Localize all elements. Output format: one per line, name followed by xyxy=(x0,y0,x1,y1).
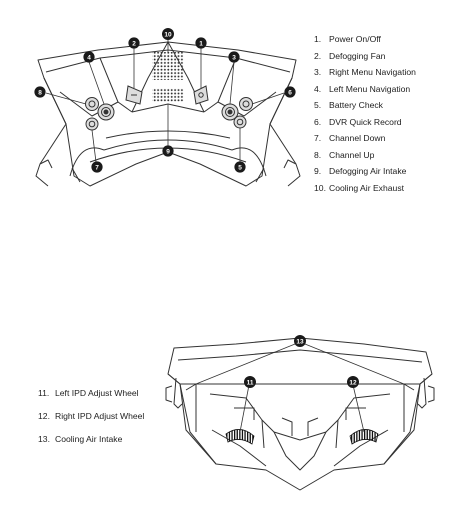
legend-label: Battery Check xyxy=(329,100,383,110)
defogging-intake-vent xyxy=(152,88,184,102)
legend-item: 11. Left IPD Adjust Wheel xyxy=(38,382,144,405)
callout-badge-10: 10 xyxy=(162,28,174,40)
top-buttons xyxy=(85,85,253,131)
svg-text:2: 2 xyxy=(132,40,136,47)
goggles-bottom-view xyxy=(165,337,435,491)
legend-label: Right Menu Navigation xyxy=(329,67,416,77)
left-ipd-wheel[interactable] xyxy=(225,429,255,445)
legend-item: 12. Right IPD Adjust Wheel xyxy=(38,405,144,428)
legend-item: 4. Left Menu Navigation xyxy=(314,81,416,98)
callout-badge-6: 6 xyxy=(284,86,296,98)
left-navigation-joystick[interactable] xyxy=(97,103,115,121)
svg-text:3: 3 xyxy=(232,54,236,61)
legend-label: DVR Quick Record xyxy=(329,116,402,127)
legend-number: 5. xyxy=(314,100,322,110)
svg-text:9: 9 xyxy=(166,148,170,155)
top-leader-lines xyxy=(45,40,285,163)
legend-number: 3. xyxy=(314,67,322,77)
callout-badge-7: 7 xyxy=(91,161,103,173)
legend-label: Channel Up xyxy=(329,149,375,160)
legend-item: 9. Defogging Air Intake xyxy=(314,163,416,180)
svg-text:5: 5 xyxy=(238,164,242,171)
legend-number: 4. xyxy=(314,83,322,94)
svg-text:8: 8 xyxy=(38,89,42,96)
legend-number: 8. xyxy=(314,149,322,160)
legend-number: 10. xyxy=(314,182,326,193)
power-button[interactable] xyxy=(193,85,209,105)
legend-label: Channel Down xyxy=(329,133,386,143)
cooling-exhaust-vent xyxy=(152,52,184,80)
callout-badge-13: 13 xyxy=(294,335,306,347)
legend-item: 8. Channel Up xyxy=(314,147,416,164)
legend-number: 7. xyxy=(314,133,322,143)
legend-item: 1. Power On/Off xyxy=(314,31,416,48)
svg-text:10: 10 xyxy=(164,31,172,38)
dvr-record-button[interactable] xyxy=(239,97,253,111)
legend-label: Cooling Air Intake xyxy=(55,434,123,444)
bottom-leader-lines xyxy=(195,341,405,433)
legend-number: 12. xyxy=(38,411,50,421)
svg-text:4: 4 xyxy=(87,54,91,61)
callout-badges: 10 1 2 4 3 8 6 9 7 5 13 11 12 xyxy=(34,28,359,388)
legend-number: 11. xyxy=(38,388,50,398)
callout-badge-3: 3 xyxy=(228,51,240,63)
legend-label: Power On/Off xyxy=(329,34,381,44)
callout-badge-1: 1 xyxy=(195,37,207,49)
legend-number: 13. xyxy=(38,434,50,444)
legend-label: Left Menu Navigation xyxy=(329,83,411,94)
legend-item: 3. Right Menu Navigation xyxy=(314,64,416,81)
callout-badge-11: 11 xyxy=(244,376,256,388)
channel-down-button[interactable] xyxy=(85,117,99,131)
callout-badge-5: 5 xyxy=(234,161,246,173)
legend-item: 10. Cooling Air Exhaust xyxy=(314,180,416,197)
legend-number: 9. xyxy=(314,166,322,176)
bottom-legend: 11. Left IPD Adjust Wheel 12. Right IPD Ad… xyxy=(38,382,144,451)
svg-text:13: 13 xyxy=(296,338,304,345)
legend-item: 5. Battery Check xyxy=(314,97,416,114)
callout-badge-4: 4 xyxy=(83,51,95,63)
right-ipd-wheel[interactable] xyxy=(349,429,379,445)
callout-badge-2: 2 xyxy=(128,37,140,49)
svg-text:12: 12 xyxy=(349,379,357,386)
legend-label: Right IPD Adjust Wheel xyxy=(55,411,145,421)
legend-item: 13. Cooling Air Intake xyxy=(38,428,144,451)
top-legend: 1. Power On/Off 2. Defogging Fan 3. Right M… xyxy=(314,31,416,196)
svg-text:6: 6 xyxy=(288,89,292,96)
callout-badge-8: 8 xyxy=(34,86,46,98)
legend-number: 2. xyxy=(314,50,322,61)
bottom-body-outline xyxy=(167,337,433,491)
channel-up-button[interactable] xyxy=(85,97,99,111)
svg-text:1: 1 xyxy=(199,40,203,47)
svg-text:11: 11 xyxy=(247,379,254,386)
callout-badge-9: 9 xyxy=(162,145,174,157)
callout-badge-12: 12 xyxy=(347,376,359,388)
legend-label: Left IPD Adjust Wheel xyxy=(55,388,139,398)
top-body-outline xyxy=(37,41,297,187)
legend-item: 2. Defogging Fan xyxy=(314,48,416,65)
legend-number: 1. xyxy=(314,34,322,44)
legend-label: Defogging Air Intake xyxy=(329,166,407,176)
legend-item: 6. DVR Quick Record xyxy=(314,114,416,131)
svg-text:7: 7 xyxy=(95,164,99,171)
legend-number: 6. xyxy=(314,116,322,127)
defogging-fan-button[interactable] xyxy=(125,85,143,105)
legend-item: 7. Channel Down xyxy=(314,130,416,147)
legend-label: Defogging Fan xyxy=(329,50,386,61)
battery-check-button[interactable] xyxy=(233,115,247,129)
legend-label: Cooling Air Exhaust xyxy=(329,182,404,193)
